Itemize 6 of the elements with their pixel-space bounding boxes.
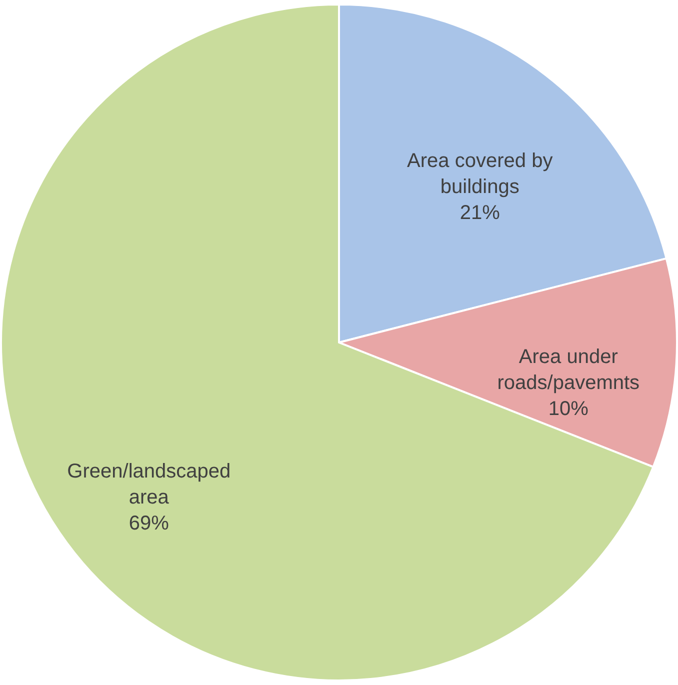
slice-label: Area under roads/pavemnts <box>497 346 640 394</box>
slice-label: Green/landscaped area <box>67 460 231 509</box>
data-label: 21% <box>460 202 500 224</box>
data-label: 10% <box>548 398 589 420</box>
data-label: 69% <box>128 512 170 535</box>
slice-label: Area covered by buildings <box>407 150 553 198</box>
